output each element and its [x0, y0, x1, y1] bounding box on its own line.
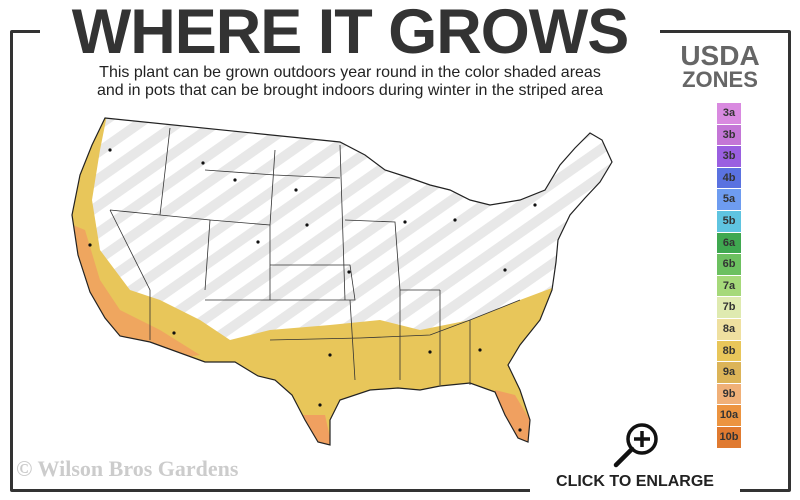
legend-title: USDA ZONES — [655, 40, 785, 92]
state-borders — [109, 127, 521, 385]
legend-zone-10b: 10b — [717, 426, 741, 449]
legend-title-line-2: ZONES — [682, 67, 758, 92]
legend-zone-3b: 3b — [717, 124, 741, 147]
legend-zone-5b: 5b — [717, 210, 741, 233]
legend-zone-3a: 3a — [717, 103, 741, 125]
legend-zone-8a: 8a — [717, 318, 741, 341]
legend-zone-8b: 8b — [717, 340, 741, 363]
enlarge-label: CLICK TO ENLARGE — [556, 473, 714, 490]
zone-10-florida — [495, 390, 530, 445]
page-title: WHERE IT GROWS — [40, 0, 660, 64]
usda-zone-legend: 3a 3b 3b 4b 5a 5b 6a 6b 7a 7b 8a 8b 9a 9b 10a 10b — [717, 103, 741, 449]
click-to-enlarge-button[interactable]: CLICK TO ENLARGE — [530, 420, 740, 500]
city-markers — [88, 148, 537, 432]
legend-zone-6b: 6b — [717, 254, 741, 276]
legend-zone-4b: 4b — [717, 167, 741, 190]
subtitle-line-1: This plant can be grown outdoors year ro… — [99, 64, 601, 81]
watermark: © Wilson Bros Gardens — [16, 456, 239, 481]
legend-zone-3b: 3b — [717, 146, 741, 168]
legend-zone-5a: 5a — [717, 189, 741, 211]
legend-zone-7b: 7b — [717, 297, 741, 319]
enlarge-label-background — [530, 470, 740, 500]
legend-zone-7a: 7a — [717, 275, 741, 298]
zoom-in-icon — [613, 423, 658, 468]
legend-zone-9b: 9b — [717, 383, 741, 406]
legend-zone-6a: 6a — [717, 232, 741, 255]
legend-zone-9a: 9a — [717, 362, 741, 384]
us-zone-map[interactable] — [60, 100, 620, 460]
page-subtitle: This plant can be grown outdoors year ro… — [40, 64, 660, 100]
legend-zone-10a: 10a — [717, 405, 741, 427]
subtitle-line-2: and in pots that can be brought indoors … — [96, 82, 604, 99]
legend-title-line-1: USDA — [680, 40, 760, 71]
